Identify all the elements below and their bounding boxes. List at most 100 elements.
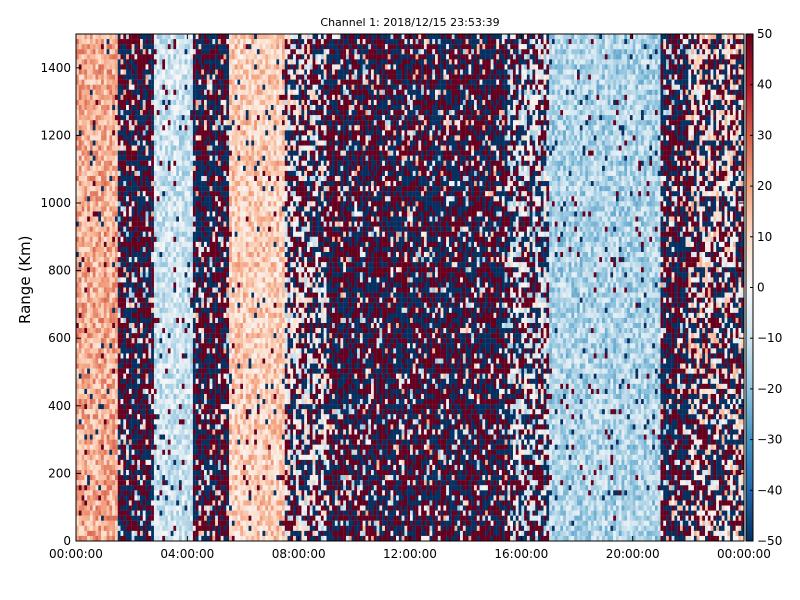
heatmap-cell xyxy=(209,328,213,334)
heatmap-cell xyxy=(184,454,188,461)
heatmap-cell xyxy=(103,282,107,288)
heatmap-cell xyxy=(126,282,130,288)
heatmap-cell xyxy=(151,186,155,192)
heatmap-cell xyxy=(131,535,135,542)
heatmap-cell xyxy=(206,495,210,501)
heatmap-cell xyxy=(120,475,124,481)
heatmap-cell xyxy=(204,368,207,374)
heatmap-cell xyxy=(112,500,116,506)
heatmap-cell xyxy=(98,388,102,395)
heatmap-cell xyxy=(198,399,202,405)
heatmap-cell xyxy=(95,115,99,121)
heatmap-cell xyxy=(117,175,121,182)
heatmap-cell xyxy=(153,500,157,506)
heatmap-cell xyxy=(206,414,210,420)
heatmap-cell xyxy=(89,459,93,466)
heatmap-cell xyxy=(112,196,116,202)
heatmap-cell xyxy=(92,388,96,395)
heatmap-cell xyxy=(181,353,185,359)
heatmap-cell xyxy=(206,282,210,288)
heatmap-cell xyxy=(117,201,121,207)
heatmap-cell xyxy=(126,439,130,445)
heatmap-cell xyxy=(162,409,166,415)
heatmap-cell xyxy=(201,160,205,166)
heatmap-cell xyxy=(81,322,85,329)
heatmap-cell xyxy=(84,287,88,293)
heatmap-cell xyxy=(176,277,180,283)
heatmap-cell xyxy=(98,175,102,182)
heatmap-cell xyxy=(181,475,185,481)
heatmap-cell xyxy=(159,246,163,253)
heatmap-cell xyxy=(212,104,216,111)
heatmap-cell xyxy=(123,277,127,283)
heatmap-cell xyxy=(81,211,85,217)
heatmap-cell xyxy=(156,292,160,298)
heatmap-cell xyxy=(190,221,194,227)
heatmap-cell xyxy=(120,241,124,248)
heatmap-cell xyxy=(173,181,177,187)
heatmap-cell xyxy=(176,464,180,471)
heatmap-cell xyxy=(148,495,152,501)
heatmap-cell xyxy=(89,470,93,476)
heatmap-cell xyxy=(167,292,171,298)
heatmap-cell xyxy=(178,424,182,430)
heatmap-cell xyxy=(153,353,157,359)
heatmap-cell xyxy=(109,221,113,227)
heatmap-cell xyxy=(131,110,135,116)
heatmap-cell xyxy=(89,236,93,243)
heatmap-cell xyxy=(153,211,157,217)
heatmap-cell xyxy=(131,459,135,466)
heatmap-cell xyxy=(145,404,149,410)
heatmap-cell xyxy=(117,282,121,288)
heatmap-cell xyxy=(117,454,121,461)
heatmap-cell xyxy=(170,520,174,526)
heatmap-cell xyxy=(162,130,166,136)
heatmap-cell xyxy=(176,262,180,268)
heatmap-cell xyxy=(114,399,118,405)
heatmap-cell xyxy=(162,277,166,283)
heatmap-cell xyxy=(131,292,135,298)
heatmap-cell xyxy=(178,170,182,177)
heatmap-cell xyxy=(117,236,121,243)
heatmap-cell xyxy=(190,94,194,101)
heatmap-cell xyxy=(109,348,113,354)
heatmap-cell xyxy=(192,348,196,354)
heatmap-cell xyxy=(192,110,196,116)
heatmap-cell xyxy=(206,358,210,364)
heatmap-cell xyxy=(123,196,127,202)
heatmap-cell xyxy=(181,480,185,486)
heatmap-cell xyxy=(117,368,121,374)
heatmap-cell xyxy=(206,236,210,243)
heatmap-cell xyxy=(137,520,141,526)
heatmap-cell xyxy=(165,99,168,106)
heatmap-cell xyxy=(98,191,102,197)
heatmap-cell xyxy=(195,419,199,425)
heatmap-cell xyxy=(153,130,157,136)
heatmap-cell xyxy=(206,459,210,466)
heatmap-cell xyxy=(101,322,104,329)
heatmap-cell xyxy=(101,424,104,430)
heatmap-cell xyxy=(204,206,207,212)
heatmap-cell xyxy=(181,515,185,521)
chart-title: Channel 1: 2018/12/15 23:53:39 xyxy=(76,16,744,29)
heatmap-cell xyxy=(128,186,132,192)
heatmap-cell xyxy=(137,449,141,455)
heatmap-cell xyxy=(112,211,116,217)
heatmap-cell xyxy=(81,84,85,90)
heatmap-cell xyxy=(192,181,196,187)
heatmap-cell xyxy=(209,312,213,319)
heatmap-cell xyxy=(106,39,110,45)
heatmap-cell xyxy=(84,525,88,532)
heatmap-cell xyxy=(112,399,116,405)
heatmap-cell xyxy=(153,201,157,207)
heatmap-cell xyxy=(89,257,93,263)
heatmap-cell xyxy=(134,201,138,207)
heatmap-cell xyxy=(106,221,110,227)
heatmap-cell xyxy=(95,246,99,253)
heatmap-cell xyxy=(114,201,118,207)
heatmap-cell xyxy=(106,490,110,496)
heatmap-cell xyxy=(101,181,104,187)
heatmap-cell xyxy=(198,125,202,131)
heatmap-cell xyxy=(120,34,124,40)
heatmap-cell xyxy=(120,343,124,349)
